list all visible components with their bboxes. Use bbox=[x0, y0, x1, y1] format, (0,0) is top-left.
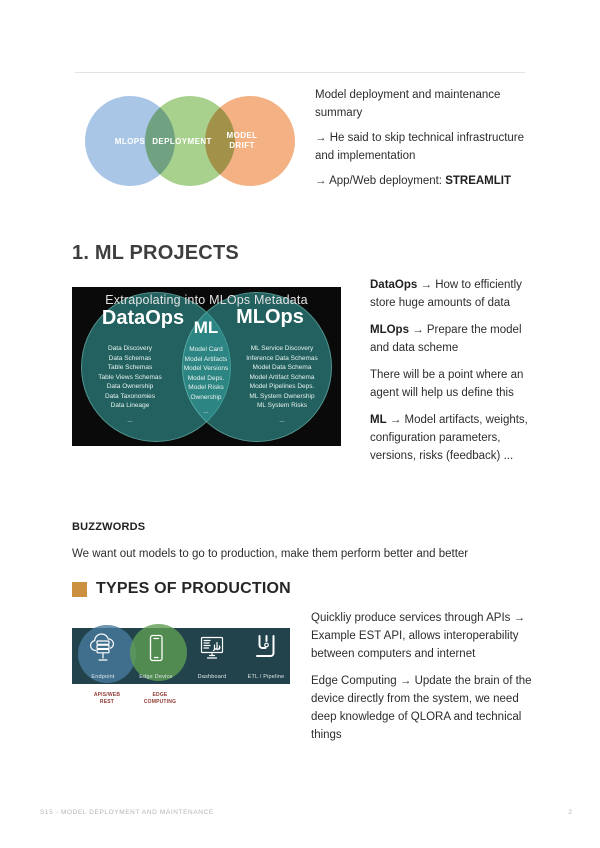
list-item: Model Versions bbox=[183, 365, 229, 372]
summary-bullet-1: → He said to skip technical infrastructu… bbox=[315, 132, 525, 162]
ellipsis: ... bbox=[203, 408, 209, 415]
list-item: Inference Data Schemas bbox=[246, 354, 318, 362]
annotation-edge-computing: EDGE COMPUTING bbox=[143, 692, 177, 705]
figure-label-etl-pipeline: ETL / Pipeline bbox=[247, 674, 285, 680]
edge-highlight-circle bbox=[130, 624, 187, 681]
section-heading-ml-projects: 1. ML PROJECTS bbox=[72, 242, 239, 264]
streamlit-bold: STREAMLIT bbox=[445, 175, 512, 187]
mlops-metadata-figure: Extrapolating into MLOps Metadata DataOp… bbox=[72, 287, 341, 446]
ellipsis: ... bbox=[127, 416, 133, 424]
buzzwords-text: We want out models to go to production, … bbox=[72, 548, 469, 560]
figure-label-edge-device: Edge Device bbox=[139, 674, 173, 680]
production-notes: Quickliy produce services through APIs →… bbox=[311, 609, 543, 753]
list-item: Ownership bbox=[190, 393, 222, 401]
list-item: ML System Risks bbox=[257, 402, 307, 409]
list-item: Data Ownership bbox=[106, 383, 154, 390]
endpoint-cell bbox=[76, 632, 130, 666]
dashboard-cell bbox=[185, 632, 239, 666]
list-item: Table Views Schemas bbox=[98, 373, 162, 381]
mlops-circle bbox=[182, 292, 332, 442]
list-item: ML Service Discovery bbox=[250, 345, 314, 352]
figure-title: Extrapolating into MLOps Metadata bbox=[105, 293, 308, 307]
buzzwords-label: BUZZWORDS bbox=[72, 521, 146, 533]
arrow-icon: → bbox=[420, 279, 433, 291]
ml-projects-notes: DataOps → How to efficiently store huge … bbox=[370, 276, 534, 474]
note-apis: Quickliy produce services through APIs →… bbox=[311, 612, 526, 660]
list-item: Data Schemas bbox=[108, 354, 152, 362]
footer-document-title: S15 - MODEL DEPLOYMENT AND MAINTENANCE bbox=[40, 809, 214, 816]
arrow-icon: → bbox=[513, 612, 526, 624]
figure-label-dashboard: Dashboard bbox=[197, 674, 227, 680]
endpoint-highlight-circle bbox=[78, 625, 136, 683]
note-mlops: MLOps → Prepare the model and data schem… bbox=[370, 324, 522, 354]
production-types-figure: Endpoint Edge Device Dashboard ETL / Pip… bbox=[72, 621, 290, 711]
ellipsis: ... bbox=[279, 416, 285, 424]
list-item: Table Schemas bbox=[107, 364, 153, 371]
ml-label: ML bbox=[193, 318, 219, 337]
note-dataops: DataOps → How to efficiently store huge … bbox=[370, 279, 522, 309]
ml-item-list: Model Card Model Artifacts Model Version… bbox=[171, 345, 241, 417]
venn-label-deployment: DEPLOYMENT bbox=[152, 137, 212, 146]
annotation-apis: APIS/WEB REST bbox=[93, 692, 121, 705]
etl-pipeline-cell bbox=[239, 632, 293, 666]
list-item: Data Taxonomies bbox=[104, 392, 156, 400]
arrow-icon: → bbox=[315, 132, 327, 144]
list-item: Data Lineage bbox=[110, 402, 150, 409]
list-item: Model Deps. bbox=[187, 374, 225, 382]
note-edge-computing: Edge Computing → Update the brain of the… bbox=[311, 675, 532, 741]
venn-circle-model-drift bbox=[205, 96, 295, 186]
arrow-icon: → bbox=[412, 324, 424, 336]
figure-label-endpoint: Endpoint bbox=[91, 674, 115, 680]
dashboard-icon bbox=[200, 636, 224, 659]
list-item: Model Artifacts bbox=[184, 355, 228, 363]
list-item: Model Artifact Schema bbox=[249, 373, 315, 381]
note-agent: There will be a point where an agent wil… bbox=[370, 369, 524, 399]
mlops-item-list: ML Service Discovery Inference Data Sche… bbox=[232, 344, 332, 425]
summary-bullet-2: → App/Web deployment: STREAMLIT bbox=[315, 175, 512, 187]
venn-label-mlops: MLOPS bbox=[114, 137, 146, 146]
section-heading-types-of-production: TYPES OF PRODUCTION bbox=[72, 580, 291, 598]
edge-device-cell bbox=[129, 632, 183, 666]
footer-page-number: 2 bbox=[568, 809, 572, 816]
arrow-icon: → bbox=[389, 414, 402, 426]
list-item: Model Pipelines Deps. bbox=[249, 383, 315, 390]
divider bbox=[75, 72, 525, 73]
etl-pipeline-icon bbox=[256, 635, 275, 657]
orange-square-bullet-icon bbox=[72, 581, 87, 597]
venn-label-model-drift: MODEL DRIFT bbox=[226, 131, 258, 150]
list-item: Model Risks bbox=[188, 384, 224, 391]
endpoint-cloud-icon bbox=[90, 633, 114, 661]
dataops-item-list: Data Discovery Data Schemas Table Schema… bbox=[78, 344, 182, 425]
list-item: Data Discovery bbox=[107, 345, 153, 352]
arrow-icon: → bbox=[399, 675, 412, 687]
list-item: ML System Ownership bbox=[249, 392, 315, 400]
arrow-icon: → bbox=[315, 175, 327, 187]
edge-device-icon bbox=[149, 634, 163, 662]
summary-block: Model deployment and maintenance summary… bbox=[315, 86, 533, 197]
mlops-label: MLOps bbox=[236, 306, 304, 328]
list-item: Model Card bbox=[189, 346, 223, 353]
deployment-venn-diagram: MLOPS DEPLOYMENT MODEL DRIFT bbox=[85, 95, 295, 187]
list-item: Model Data Schema bbox=[252, 364, 312, 371]
note-ml: ML → Model artifacts, weights, configura… bbox=[370, 414, 528, 462]
dataops-label: DataOps bbox=[101, 307, 185, 329]
summary-title: Model deployment and maintenance summary bbox=[315, 89, 501, 119]
